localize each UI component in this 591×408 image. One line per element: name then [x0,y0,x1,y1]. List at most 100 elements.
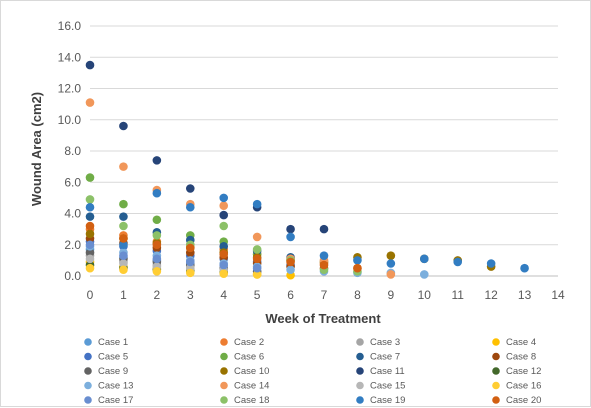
data-point [353,263,362,273]
series-16 [85,263,262,279]
legend-label: Case 3 [370,337,400,348]
data-point [486,259,496,268]
data-point [85,254,95,264]
legend-item: Case 1 [84,337,128,348]
legend-marker [220,352,228,361]
data-point [319,260,329,270]
data-point [252,232,262,242]
legend-label: Case 2 [234,337,264,348]
legend-item: Case 17 [84,395,133,406]
legend-marker [356,367,364,375]
data-point [85,173,95,182]
legend-label: Case 10 [234,366,269,377]
x-tick-label: 14 [551,288,565,302]
legend-label: Case 5 [98,352,128,363]
data-point [119,265,128,275]
data-point [286,224,295,234]
legend-item: Case 5 [84,352,128,363]
data-point [520,263,529,273]
legend-label: Case 4 [506,337,536,348]
data-point [219,221,229,231]
x-axis-ticks: 0 1 2 3 4 5 6 7 8 9 10 11 12 13 14 [87,288,565,302]
data-point [119,259,128,268]
data-point [219,269,229,278]
data-point [152,188,162,198]
data-point [252,254,262,264]
legend-marker [84,352,92,361]
data-point [152,215,162,225]
legend-item: Case 10 [220,366,269,377]
legend-item: Case 2 [220,337,264,348]
data-point [185,257,195,267]
legend-item: Case 9 [84,366,128,377]
legend-item: Case 13 [84,381,133,392]
legend-marker [220,396,228,404]
legend-item: Case 4 [492,337,536,348]
data-point [219,249,229,259]
legend-marker [220,367,228,375]
data-point [319,251,329,260]
legend-label: Case 16 [506,381,541,392]
x-tick-label: 5 [254,288,261,302]
legend-item: Case 19 [356,395,405,406]
y-tick-label: 14.0 [58,50,82,64]
data-point [219,201,229,210]
legend-label: Case 13 [98,381,133,392]
data-point [119,234,128,243]
data-point [185,268,195,278]
series-19 [85,188,529,273]
data-point [185,243,195,253]
y-axis-ticks: 0.0 2.0 4.0 6.0 8.0 10.0 12.0 14.0 16.0 [58,19,82,283]
legend-label: Case 11 [370,366,405,377]
data-point [219,193,229,203]
data-point [219,210,229,220]
data-point [85,229,95,239]
series-6 [85,173,262,259]
legend-item: Case 20 [492,395,541,406]
y-tick-label: 16.0 [58,19,82,33]
data-point [85,248,95,257]
legend-item: Case 18 [220,395,269,406]
legend-label: Case 8 [506,352,536,363]
data-point [286,232,295,242]
x-axis-title: Week of Treatment [265,311,381,326]
y-tick-label: 6.0 [64,175,81,189]
y-tick-label: 0.0 [64,269,81,283]
legend-label: Case 7 [370,352,400,363]
data-point [252,270,262,279]
legend-item: Case 16 [492,381,541,392]
legend-marker [84,338,92,346]
x-tick-label: 1 [120,288,127,302]
x-tick-label: 12 [484,288,498,302]
data-point [286,257,295,267]
legend-marker [356,396,364,404]
x-tick-label: 6 [287,288,294,302]
legend-item: Case 3 [356,337,400,348]
data-point [85,221,95,231]
data-point [219,260,229,270]
x-tick-label: 0 [87,288,94,302]
data-point [286,265,295,275]
series-14 [85,98,396,279]
legend-marker [84,396,92,404]
legend-item: Case 8 [492,352,536,363]
legend-label: Case 1 [98,337,128,348]
data-point [252,245,262,254]
data-point [152,240,162,250]
legend-item: Case 11 [356,366,405,377]
data-point [185,184,195,193]
legend-marker [220,381,228,390]
data-point [386,251,396,260]
data-point [119,221,128,231]
data-point [252,263,262,273]
legend-label: Case 12 [506,366,541,377]
x-tick-label: 8 [354,288,361,302]
series-17 [85,240,262,273]
y-tick-label: 8.0 [64,144,81,158]
legend-marker [492,352,500,361]
x-tick-label: 2 [154,288,161,302]
data-point [85,263,95,273]
x-tick-label: 9 [388,288,395,302]
